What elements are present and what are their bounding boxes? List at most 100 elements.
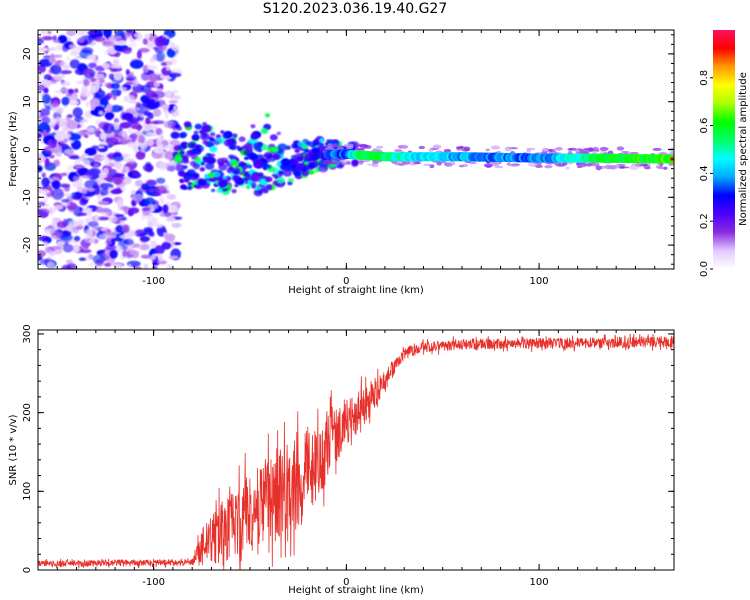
- scatter-blob: [301, 144, 309, 150]
- scatter-blob: [250, 133, 258, 140]
- noise-blob: [146, 138, 155, 147]
- scatter-blob: [216, 187, 224, 194]
- noise-blob: [68, 99, 79, 106]
- noise-blob: [114, 35, 123, 40]
- scatter-blob: [278, 149, 285, 155]
- scatter-blob: [192, 147, 202, 156]
- scatter-blob: [287, 177, 294, 183]
- noise-blob: [107, 257, 116, 265]
- ridge-halo: [541, 148, 549, 152]
- scatter-blob: [194, 156, 202, 162]
- noise-blob: [146, 65, 158, 71]
- ridge-halo: [544, 165, 553, 169]
- noise-blob: [64, 185, 70, 192]
- noise-blob: [86, 126, 96, 134]
- ridge-halo: [526, 147, 536, 151]
- scatter-blob: [177, 144, 186, 151]
- noise-blob: [75, 80, 84, 84]
- noise-blob: [78, 257, 87, 261]
- noise-blob: [105, 239, 112, 246]
- scatter-blob: [266, 153, 274, 160]
- noise-blob: [156, 177, 166, 184]
- scatter-blob: [318, 138, 325, 143]
- noise-blob: [144, 229, 154, 236]
- noise-blob: [113, 141, 123, 145]
- snr-series-line: [38, 333, 674, 570]
- noise-blob: [43, 259, 49, 263]
- noise-blob: [38, 84, 45, 92]
- noise-blob: [169, 41, 176, 50]
- noise-blob: [164, 233, 175, 243]
- noise-blob: [146, 179, 157, 186]
- scatter-blob: [250, 174, 259, 182]
- scatter-blob: [194, 123, 203, 130]
- scatter-blob: [264, 113, 271, 118]
- scatter-blob: [222, 175, 228, 180]
- noise-blob: [140, 215, 147, 220]
- noise-blob: [98, 172, 107, 178]
- noise-blob: [43, 241, 48, 247]
- noise-blob: [146, 132, 157, 137]
- scatter-blob: [282, 169, 293, 177]
- noise-blob: [117, 39, 127, 46]
- noise-blob: [58, 118, 69, 128]
- noise-blob: [74, 88, 79, 93]
- scatter-blob: [179, 150, 185, 155]
- noise-blob: [95, 79, 100, 88]
- noise-blob: [76, 212, 87, 216]
- noise-blob: [38, 189, 51, 195]
- noise-blob: [84, 235, 96, 244]
- y-tick-label: -10: [22, 189, 33, 205]
- noise-blob: [83, 245, 89, 250]
- noise-blob: [97, 216, 110, 221]
- noise-blob: [54, 106, 64, 114]
- ridge-halo: [663, 166, 668, 170]
- noise-blob: [48, 69, 56, 74]
- scatter-blob: [232, 174, 241, 182]
- noise-blob: [166, 90, 173, 99]
- snr-panel: -100 0 100 0 100 200 300 Height of straight li…: [8, 324, 675, 596]
- noise-blob: [62, 218, 68, 228]
- noise-blob: [60, 233, 73, 241]
- scatter-blob: [251, 182, 257, 188]
- ridge-halo: [436, 160, 443, 166]
- noise-blob: [116, 198, 124, 208]
- noise-blob: [119, 105, 124, 111]
- scatter-blob: [202, 134, 208, 139]
- spectrogram-ylabel: Frequency (Hz): [8, 111, 19, 187]
- noise-blob: [110, 88, 122, 97]
- noise-blob: [166, 194, 177, 200]
- scatter-blob: [269, 134, 278, 141]
- figure-title: S120.2023.036.19.40.G27: [262, 1, 448, 17]
- noise-blob: [107, 186, 114, 191]
- scatter-blob: [271, 153, 281, 161]
- noise-blob: [152, 108, 162, 117]
- noise-blob: [61, 201, 70, 207]
- scatter-blob: [351, 159, 359, 166]
- noise-blob: [66, 56, 71, 61]
- scatter-blob: [210, 153, 216, 157]
- scatter-blob: [233, 169, 240, 175]
- scatter-blob: [294, 148, 300, 153]
- scatter-blob: [260, 128, 269, 134]
- noise-blob: [62, 243, 74, 253]
- noise-blob: [83, 78, 90, 87]
- ridge-halo: [504, 146, 512, 152]
- scatter-blob: [209, 145, 218, 153]
- noise-blob: [68, 88, 74, 94]
- scatter-blob: [252, 158, 258, 164]
- noise-blob: [38, 181, 42, 188]
- ridge-halo: [413, 162, 422, 165]
- scatter-blob: [227, 139, 237, 147]
- ridge-halo: [599, 146, 609, 152]
- noise-blob: [156, 51, 166, 62]
- noise-blob: [46, 261, 56, 269]
- scatter-blob: [247, 164, 253, 169]
- noise-blob: [139, 236, 151, 242]
- noise-blob: [74, 235, 81, 242]
- noise-blob: [94, 36, 106, 42]
- ridge-halo: [364, 145, 372, 149]
- noise-blob: [145, 90, 156, 99]
- scatter-blob: [180, 154, 189, 161]
